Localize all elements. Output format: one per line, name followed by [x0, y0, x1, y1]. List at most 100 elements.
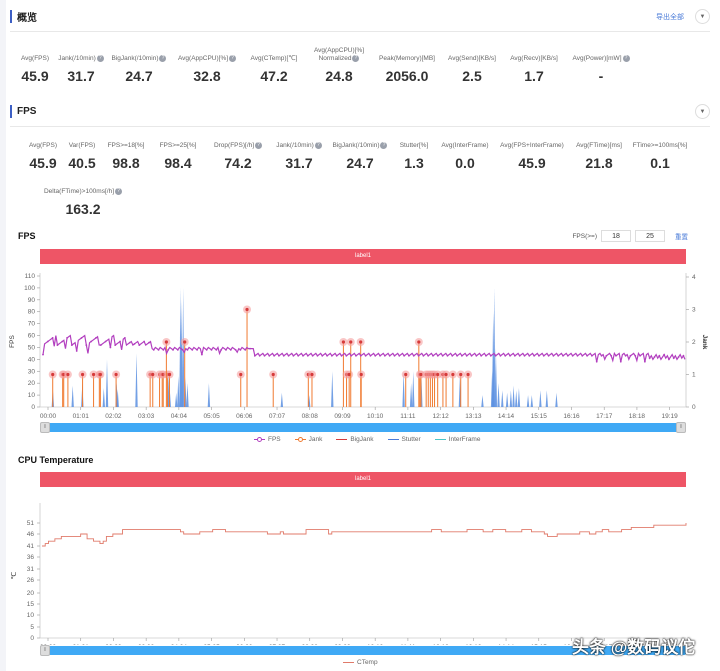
metric-label: Avg(CTemp)[℃] [250, 55, 298, 62]
legend-swatch-icon [254, 436, 265, 442]
legend-item-stutter[interactable]: Stutter [387, 436, 421, 443]
help-icon[interactable]: ? [314, 141, 322, 149]
legend-label: InterFrame [448, 436, 481, 443]
temp-label-bar[interactable]: label1 [40, 472, 686, 487]
svg-text:26: 26 [27, 577, 35, 584]
fps-legend: FPS Jank BigJank Stutter InterFrame [254, 436, 480, 443]
watermark: 头条 @数码议佗 [572, 638, 696, 657]
svg-text:31: 31 [27, 566, 35, 573]
svg-text:19:19: 19:19 [662, 644, 679, 645]
slider-handle-left[interactable]: ⦀ [40, 422, 50, 433]
fps-time-slider[interactable]: ⦀ ⦀ [40, 422, 686, 433]
svg-text:16:16: 16:16 [563, 413, 580, 420]
fps-threshold-2-input[interactable] [635, 230, 665, 242]
metric-jank-10min: Jank(/10min)? 31.7 [56, 42, 106, 84]
svg-text:3: 3 [692, 307, 696, 314]
help-icon[interactable]: ? [115, 187, 122, 195]
svg-text:46: 46 [27, 531, 35, 538]
help-icon[interactable]: ? [96, 54, 104, 62]
slider-handle-left[interactable]: ⦀ [40, 645, 50, 656]
metric-label: Peak(Memory)[MB] [379, 55, 435, 62]
metric-value: 45.9 [21, 68, 49, 84]
help-icon[interactable]: ? [255, 141, 263, 149]
svg-text:18:18: 18:18 [629, 644, 646, 645]
metric-avg-fps: Avg(FPS) 45.9 [24, 137, 62, 171]
metric-label: Avg(FPS) [20, 55, 50, 62]
metric-label: Delta(FTime)>100ms[/h]? [44, 187, 122, 196]
overview-collapse-button[interactable]: ▼ [695, 9, 710, 24]
legend-item-bigjank[interactable]: BigJank [336, 436, 374, 443]
svg-text:03:03: 03:03 [138, 413, 155, 420]
svg-text:4: 4 [692, 274, 696, 281]
metric-label: FPS>=18[%] [107, 142, 145, 149]
svg-text:50: 50 [28, 344, 36, 351]
fps-threshold-label: FPS(>=) [572, 232, 597, 240]
metric-avg-recv-kb-s: Avg(Recv)[KB/s] 1.7 [502, 42, 566, 84]
help-icon[interactable]: ? [622, 54, 630, 62]
svg-text:℃: ℃ [11, 572, 18, 580]
svg-text:15: 15 [27, 601, 35, 608]
export-all-link[interactable]: 导出全部 [656, 13, 684, 21]
svg-text:110: 110 [25, 273, 36, 280]
legend-item-jank[interactable]: Jank [294, 436, 322, 443]
help-icon[interactable]: ? [229, 54, 237, 62]
svg-text:10:10: 10:10 [367, 413, 384, 420]
legend-item-ctemp[interactable]: CTemp [343, 659, 378, 666]
help-icon[interactable]: ? [352, 54, 360, 62]
metric-value: 47.2 [260, 68, 288, 84]
temp-time-slider[interactable]: ⦀ [40, 645, 686, 656]
metric-label: Avg(InterFrame) [441, 142, 489, 149]
fps-label-bar[interactable]: label1 [40, 249, 686, 264]
svg-text:FPS: FPS [9, 335, 16, 348]
metric-avg-ftime-ms: Avg(FTime)[ms] 21.8 [570, 137, 628, 171]
temp-chart-plot: 0 5 10 15 20 26 31 36 41 46 51 ℃ 00:00 01:01 02:02 03:0… [11, 503, 687, 645]
svg-text:10: 10 [27, 612, 35, 619]
metric-value: 0.0 [455, 155, 475, 171]
metric-bigjank-10min: BigJank(/10min)? 24.7 [328, 137, 392, 171]
metric-label: FTime>=100ms[%] [632, 142, 688, 149]
metric-avg-appcpu: Avg(AppCPU)[%]? 32.8 [172, 42, 242, 84]
metric-label: Avg(AppCPU)[%] Normalized? [313, 46, 365, 62]
metric-value: 24.8 [325, 68, 353, 84]
legend-item-interframe[interactable]: InterFrame [434, 436, 481, 443]
svg-text:15:15: 15:15 [531, 413, 548, 420]
metric-value: 31.7 [285, 155, 313, 171]
fps-threshold-1-input[interactable] [601, 230, 631, 242]
metric-avg-fps-interframe: Avg(FPS+InterFrame) 45.9 [494, 137, 570, 171]
svg-text:60: 60 [28, 333, 36, 340]
svg-text:13:13: 13:13 [465, 413, 482, 420]
metric-value: 24.7 [125, 68, 153, 84]
chevron-down-icon: ▼ [699, 108, 706, 115]
svg-text:00:00: 00:00 [40, 644, 57, 645]
svg-text:Jank: Jank [701, 335, 708, 350]
reset-button[interactable]: 重置 [675, 234, 688, 241]
svg-text:06:06: 06:06 [236, 413, 253, 420]
help-icon[interactable]: ? [380, 141, 388, 149]
svg-text:80: 80 [28, 309, 36, 316]
svg-text:07:07: 07:07 [269, 644, 286, 645]
metric-label: BigJank(/10min)? [333, 141, 388, 150]
metric-label: Avg(Power)[mW]? [573, 54, 630, 63]
slider-handle-right[interactable]: ⦀ [676, 422, 686, 433]
svg-text:14:14: 14:14 [498, 413, 515, 420]
svg-text:00:00: 00:00 [40, 413, 57, 420]
metric-label: FPS>=25[%] [159, 142, 197, 149]
svg-text:10: 10 [28, 392, 36, 399]
metric-drop-fps-h: Drop(FPS)[/h]? 74.2 [206, 137, 270, 171]
metric-fps-18: FPS>=18[%] 98.8 [102, 137, 150, 171]
chevron-down-icon: ▼ [699, 13, 706, 20]
help-icon[interactable]: ? [159, 54, 167, 62]
metric-label: Avg(Recv)[KB/s] [510, 55, 558, 62]
metric-stutter: Stutter[%] 1.3 [392, 137, 436, 171]
legend-item-fps[interactable]: FPS [254, 436, 281, 443]
temp-legend: CTemp [343, 659, 378, 666]
svg-text:2: 2 [692, 339, 696, 346]
svg-text:10:10: 10:10 [367, 644, 384, 645]
metric-label: Stutter[%] [399, 142, 429, 149]
fps-collapse-button[interactable]: ▼ [695, 104, 710, 119]
svg-text:01:01: 01:01 [73, 413, 90, 420]
metric-ftime-100ms: FTime>=100ms[%] 0.1 [628, 137, 692, 171]
svg-text:12:12: 12:12 [432, 413, 449, 420]
svg-text:0: 0 [31, 404, 35, 411]
fps-extra-metric: Delta(FTime)>100ms[/h]? 163.2 [10, 183, 710, 217]
